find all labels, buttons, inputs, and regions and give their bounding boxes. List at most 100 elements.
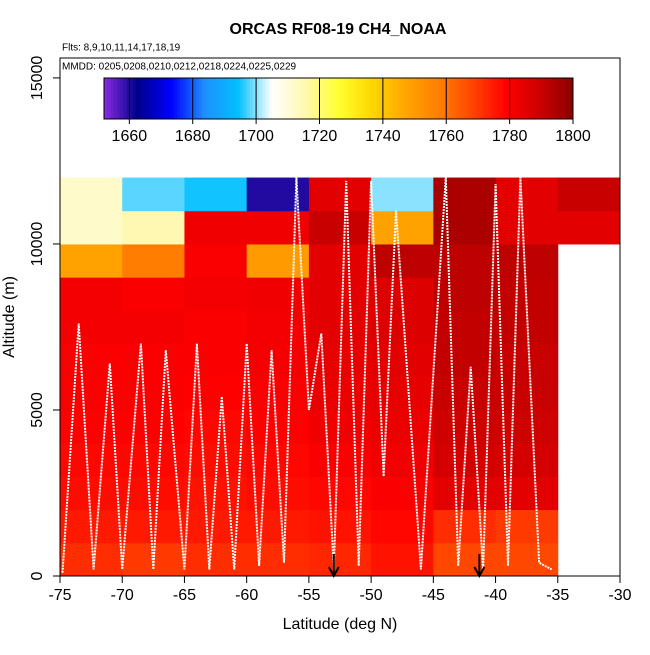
heat-cell [60, 509, 123, 544]
colorbar-swatch [154, 78, 159, 119]
colorbar-swatch [569, 78, 574, 119]
colorbar-swatch [360, 78, 365, 119]
colorbar-swatch [446, 78, 450, 119]
colorbar-swatch [271, 78, 276, 119]
colorbar-swatch [363, 78, 368, 119]
heat-cell [371, 443, 434, 477]
colorbar-swatch [338, 78, 343, 119]
colorbar-swatch [455, 78, 460, 119]
heat-cell [246, 509, 310, 544]
heat-cell [495, 243, 559, 278]
heat-cell [557, 177, 621, 212]
colorbar-swatch [161, 78, 165, 119]
colorbar-swatch [509, 78, 514, 119]
heat-cell [246, 177, 310, 212]
heat-cell [308, 409, 372, 444]
heat-cell [122, 509, 185, 544]
colorbar-swatch [256, 78, 260, 119]
heat-cell [184, 310, 248, 345]
colorbar-swatch [553, 78, 558, 119]
colorbar-swatch [110, 78, 114, 119]
heat-cell [308, 509, 372, 544]
heat-cell [246, 277, 310, 311]
colorbar-swatch [465, 78, 469, 119]
colorbar-swatch [233, 78, 238, 119]
colorbar-swatch [531, 78, 536, 119]
heat-cell [246, 476, 310, 511]
colorbar-swatch [176, 78, 181, 119]
colorbar-swatch [477, 78, 482, 119]
colorbar-swatch [319, 78, 324, 119]
heat-cell [60, 310, 123, 345]
heat-cell [122, 310, 185, 345]
colorbar-swatch [195, 78, 200, 119]
heat-cell [184, 177, 248, 212]
colorbar-swatch [519, 78, 523, 119]
colorbar-swatch [284, 78, 289, 119]
heat-cell [495, 443, 559, 477]
heat-cell [433, 509, 497, 544]
colorbar-swatch [303, 78, 308, 119]
heat-cell [246, 343, 310, 378]
colorbar-swatch [563, 78, 568, 119]
heat-cell [433, 409, 497, 444]
colorbar-swatch [379, 78, 384, 119]
colorbar-swatch [490, 78, 495, 119]
colorbar-swatch [322, 78, 327, 119]
heat-cell [495, 343, 559, 378]
colorbar-swatch [316, 78, 320, 119]
colorbar-swatch [265, 78, 270, 119]
heat-cell [60, 177, 123, 212]
colorbar-swatch [290, 78, 295, 119]
colorbar-swatch [224, 78, 228, 119]
heat-cell [184, 277, 248, 311]
colorbar-swatch [503, 78, 507, 119]
heat-cell [308, 243, 372, 278]
colorbar-swatch [449, 78, 453, 119]
colorbar-swatch [468, 78, 472, 119]
colorbar-swatch [218, 78, 222, 119]
heat-cell [433, 310, 497, 345]
x-tick-label: -60 [235, 587, 258, 604]
colorbar-swatch [401, 78, 406, 119]
heat-cell [371, 243, 434, 278]
colorbar-swatch [145, 78, 149, 119]
colorbar-swatch [113, 78, 118, 119]
colorbar-swatch [386, 78, 390, 119]
colorbar-swatch [243, 78, 248, 119]
colorbar-swatch [392, 78, 396, 119]
flights-note: Flts: 8,9,10,11,14,17,18,19 [62, 43, 181, 54]
colorbar-swatch [183, 78, 187, 119]
heat-cell [371, 542, 434, 577]
colorbar-swatch [287, 78, 292, 119]
flight-track [61, 177, 553, 573]
colorbar-swatch [202, 78, 206, 119]
heat-cell [122, 376, 185, 411]
colorbar-tick-label: 1700 [238, 128, 274, 145]
colorbar-swatch [132, 78, 137, 119]
colorbar-swatch [496, 78, 501, 119]
heat-cell [371, 210, 434, 245]
colorbar-swatch [341, 78, 346, 119]
x-tick-label: -75 [48, 587, 71, 604]
colorbar-swatch [462, 78, 466, 119]
colorbar-swatch [452, 78, 457, 119]
colorbar-swatch [164, 78, 168, 119]
colorbar-swatch [192, 78, 197, 119]
colorbar-swatch [278, 78, 282, 119]
colorbar-swatch [439, 78, 444, 119]
heat-cell [60, 277, 123, 311]
colorbar-swatch [506, 78, 511, 119]
heat-cell [246, 376, 310, 411]
heat-cell [184, 343, 248, 378]
colorbar-swatch [170, 78, 175, 119]
colorbar-swatch [357, 78, 362, 119]
colorbar-swatch [268, 78, 273, 119]
colorbar-swatch [208, 78, 213, 119]
colorbar-swatch [408, 78, 412, 119]
heat-cell [184, 243, 248, 278]
colorbar-swatch [126, 78, 130, 119]
colorbar-swatch [566, 78, 571, 119]
colorbar-swatch [123, 78, 127, 119]
heat-cell [122, 476, 185, 511]
